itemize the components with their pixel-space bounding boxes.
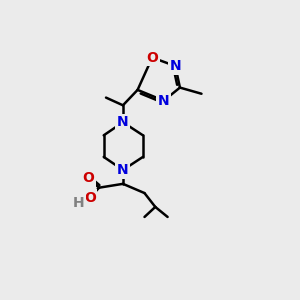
- Text: O: O: [84, 191, 96, 205]
- Text: N: N: [117, 115, 129, 129]
- Text: O: O: [82, 172, 94, 185]
- Text: N: N: [117, 163, 129, 177]
- Text: N: N: [158, 94, 170, 108]
- Text: H: H: [73, 196, 84, 210]
- Text: N: N: [169, 59, 181, 73]
- Text: O: O: [146, 51, 158, 64]
